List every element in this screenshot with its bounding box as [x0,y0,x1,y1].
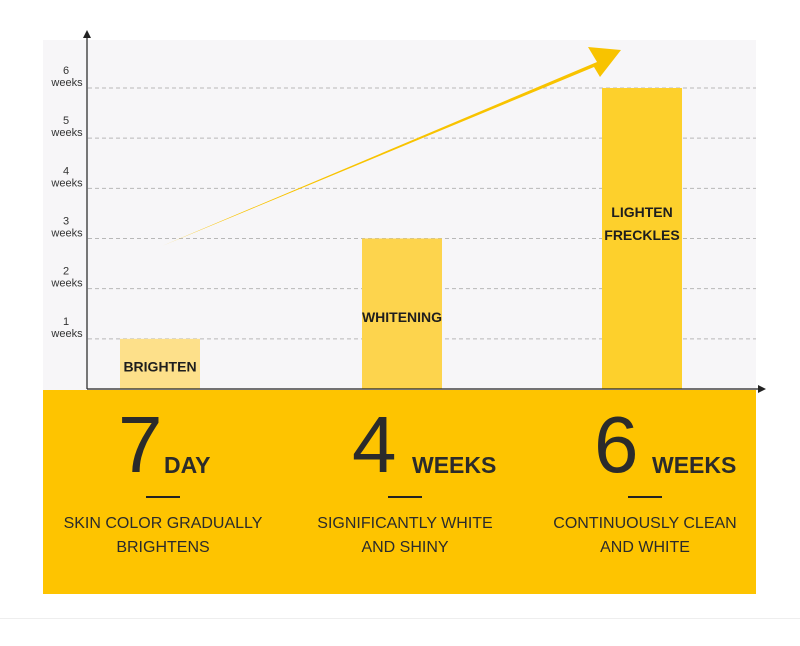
stat-divider [146,496,180,498]
x-axis-arrowhead [758,385,766,393]
y-axis-arrowhead [83,30,91,38]
bar-label: WHITENING [362,309,442,325]
y-tick-number: 1 [63,316,69,328]
y-tick-number: 6 [63,65,69,77]
stats-panel [43,390,756,594]
y-tick-number: 4 [63,165,69,177]
bar-1 [120,338,200,389]
stat-unit: DAY [164,452,211,478]
bar-2 [362,238,442,389]
stat-unit: WEEKS [652,452,737,478]
stat-divider [388,496,422,498]
bar-label: FRECKLES [604,227,679,243]
y-tick-unit: weeks [50,278,83,290]
stat-description: CONTINUOUSLY CLEAN AND WHITE [553,515,737,556]
y-tick-unit: weeks [50,177,83,189]
trend-arrow [162,47,621,246]
stat-6-weeks: 6 WEEKS CONTINUOUSLY CLEAN AND WHITE [530,400,760,560]
y-tick-number: 2 [63,266,69,278]
divider-line [0,618,800,619]
stat-number: 4 [352,400,397,489]
y-tick-unit: weeks [50,127,83,139]
stat-description: SIGNIFICANTLY WHITE AND SHINY [317,515,493,556]
y-tick-unit: weeks [50,228,83,240]
stat-divider [628,496,662,498]
y-tick-unit: weeks [50,328,83,340]
bar-label: BRIGHTEN [123,358,196,374]
y-tick-number: 5 [63,115,69,127]
y-tick-unit: weeks [50,77,83,89]
bar-3 [602,88,682,389]
bar-label: LIGHTEN [611,204,672,220]
stat-unit: WEEKS [412,452,497,478]
stat-description: SKIN COLOR GRADUALLY BRIGHTENS [63,515,263,556]
stat-number: 6 [594,400,639,489]
stat-number: 7 [118,400,163,489]
stat-7-day: 7 DAY SKIN COLOR GRADUALLY BRIGHTENS [48,400,278,560]
stat-4-weeks: 4 WEEKS SIGNIFICANTLY WHITE AND SHINY [290,400,520,560]
y-tick-number: 3 [63,216,69,228]
